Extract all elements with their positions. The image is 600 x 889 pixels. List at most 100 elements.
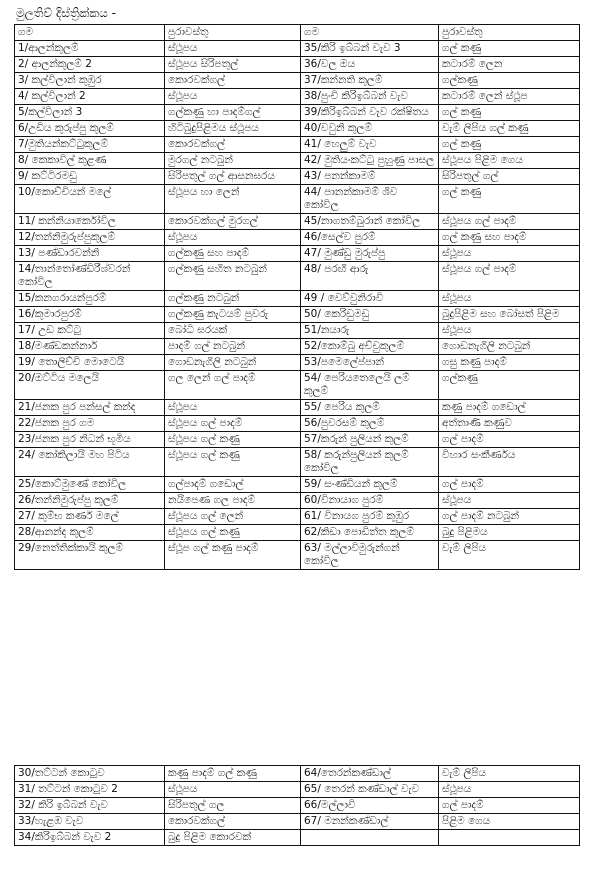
table-row: 27/ කුම්භ කර්ණ මලේ ස්ථූපය ගල් ලෙන් 61/ වින… — [14, 508, 580, 525]
village-cell: 27/ කුම්භ කර්ණ මලේ — [14, 508, 165, 525]
antiquity-cell: ගල්පාදම් ගඩොල් — [164, 476, 301, 493]
antiquity-cell: ගල්කණු — [438, 72, 580, 89]
antiquity-cell: ස්ථූපය ගල් කණු — [164, 524, 301, 541]
village-cell: 50/ කෙරිඩුමඩු — [300, 306, 439, 323]
table-row: 22/ජනක පුර ගම ස්ථූපය ගල් පාදම් 56/පුවරසම් … — [14, 415, 580, 432]
village-cell: 29/නෙත්තික්කායි කුලම් — [14, 540, 165, 570]
antiquity-cell: ගල්කණු — [438, 370, 580, 400]
antiquity-cell: ගල්කණු කැටයම් පුවරු — [164, 306, 301, 323]
table-row: 33/හැළඹ වැව කොරවක්ගල් 67/ මනන්කණ්ඩාල් පිළිම… — [14, 813, 580, 830]
antiquity-cell: හිටිබුදුපිළිමය ස්ථූපය — [164, 120, 301, 137]
table-row: 32/ කිරි ඉබ්බන් වැව සිරිපතුල් ගල 66/මල්ලාව… — [14, 797, 580, 814]
village-cell: 14/තාන්තෝණ්ඩිරීශ්වරන් කෝවිල — [14, 261, 165, 291]
antiquity-cell: ස්ථූපය සිරිපතුල් — [164, 56, 301, 73]
antiquity-cell: ගල් කණු — [438, 40, 580, 57]
village-cell: 58/ කරුන්පුලියන් කුලම් කෝවිල — [300, 447, 439, 477]
table-row: 30/තට්ටන් කොටුව කණු පාදම් ගල් කණු 64/තෙරන්… — [14, 765, 580, 782]
antiquity-cell: ස්ථූපය — [164, 399, 301, 416]
table-row: 23/ජනක පුර නිධන් භූමිය ස්ථූපය ගල් කණු 57/ක… — [14, 431, 580, 448]
antiquity-cell: සිරිපතුල් ගල් — [438, 168, 580, 185]
table-row: 25/කොට්මුණේ කෝවිල ගල්පාදම් ගඩොල් 59/ සංණ්ඩ… — [14, 476, 580, 493]
table-row: 8/ කෙකාවිල් කුළණ මුරගල් නටබුන් 42/ මුතියංක… — [14, 152, 580, 169]
antiquity-cell: කණු පාදම් ගඩොල් — [438, 399, 580, 416]
village-cell: 6/උඩිය කුරුප්පු කුලම් — [14, 120, 165, 137]
antiquity-cell: කොරවක්ගල් — [164, 813, 301, 830]
village-cell: 42/ මුතියංකට්ටු පුහුණු පාසල — [300, 152, 439, 169]
antiquity-cell: සිරිපතුල් ගල — [164, 797, 301, 814]
village-cell: 13/ පණ්ඩාරවන්නි — [14, 245, 165, 262]
document-title: මුලතිව් දිස්ත්‍රික්කය - — [16, 6, 116, 20]
table-row: 19/ තොලිච්චි මොටෙයි ගොඩනැගිලි නටබුන් 53/පම… — [14, 354, 580, 371]
antiquity-cell: ගල්කණු නටබුන් — [164, 290, 301, 307]
antiquity-cell: ගොඩනැගිලි නටබුන් — [438, 338, 580, 355]
village-cell: 16/කුමාරපුරම් — [14, 306, 165, 323]
table-row: 29/නෙත්තික්කායි කුලම් ස්ථූප ගල් කණු පාදම්… — [14, 540, 580, 570]
village-cell: 15/කනගරායන්පුරම් — [14, 290, 165, 307]
table-row: 4/ කල්විලාන් 2 ස්ථූපය 38/පුංචි කිරිඉබ්බන් … — [14, 88, 580, 105]
village-cell: 52/කොම්බු අච්චුකුලම් — [300, 338, 439, 355]
table-row: 9/ කට්ටිරමඩු සිරිපතුල් ගල් ආසනඝරය 43/ පනන්… — [14, 168, 580, 185]
antiquity-cell: ස්ථූපය ගල් කණු — [164, 447, 301, 477]
table-row: 11/ කන්නියාර්කෝවිල කොරවක්ගල් මුරගල් 45/නාග… — [14, 213, 580, 230]
antiquity-cell: ගල් පාදම් — [438, 476, 580, 493]
village-cell: 33/හැළඹ වැව — [14, 813, 165, 830]
antiquity-cell: ගල්කණු හා පාදම්ගල් — [164, 104, 301, 121]
antiquity-cell: ස්ථූපය — [164, 781, 301, 798]
antiquity-cell: බුදු පිළිම කොරවක් — [164, 829, 301, 846]
village-cell: 30/තට්ටන් කොටුව — [14, 765, 165, 782]
antiquity-cell: වැම් ලිපිය ගල් කණු — [438, 120, 580, 137]
antiquity-cell: ගල් කණු සහ පාදම් — [438, 229, 580, 246]
village-cell: 55/ පෙරිය කුලම් — [300, 399, 439, 416]
village-cell: 1/ආලන්කුලම් — [14, 40, 165, 57]
antiquity-cell: විහාර සංකීර්ණය — [438, 447, 580, 477]
village-cell: 35/කිරි ඉබ්බන් වැව 3 — [300, 40, 439, 57]
antiquity-cell: අත්තාණි කණුව — [438, 415, 580, 432]
table-row: 17/ උඩ කට්ටු බෝධි ඝරයක් 51/නයාරු ස්ථූපය — [14, 322, 580, 339]
village-cell: 19/ තොලිච්චි මොටෙයි — [14, 354, 165, 371]
table-row: 14/තාන්තෝණ්ඩිරීශ්වරන් කෝවිල ගල්කණු සහිත න… — [14, 261, 580, 291]
antiquity-cell: කොරවක්ගල් මුරගල් — [164, 213, 301, 230]
village-cell: 41/ හෙලුම් වැව — [300, 136, 439, 153]
antiquity-cell: නයිපෙණ ගල පාදම් — [164, 492, 301, 509]
antiquity-cell: ස්ථූපය — [438, 245, 580, 262]
table-row: 6/උඩිය කුරුප්පු කුලම් හිටිබුදුපිළිමය ස්ථූ… — [14, 120, 580, 137]
village-cell: 54/ පෙරියතෙලෙයි ලම් කුලම් — [300, 370, 439, 400]
table-row: 18/මණ්ඩකන්නාර් පාදම් ගල් නටබුන් 52/කොම්බු … — [14, 338, 580, 355]
village-cell: 56/පුවරසම් කුලම් — [300, 415, 439, 432]
antiquities-table: ගම පුරාවස්තු ගම පුරාවස්තු 1/ආලන්කුලම් ස්ථූපය 3… — [14, 24, 580, 570]
village-cell: 51/නයාරු — [300, 322, 439, 339]
antiquity-cell: කටාරම් ලෙන — [438, 56, 580, 73]
village-cell: 28/ආනන්ද කුලම් — [14, 524, 165, 541]
village-cell: 21/ජනක පුර පන්සල් කන්ද — [14, 399, 165, 416]
village-cell: 37/කන්නති කුලම් — [300, 72, 439, 89]
antiquity-cell: ස්ථූපය ගල් ලෙන් — [164, 508, 301, 525]
village-cell: 3/ කල්විලාන් කුඹුර — [14, 72, 165, 89]
antiquity-cell: ස්ථූපය ගල් කණු — [164, 431, 301, 448]
antiquity-cell: ස්ථූපය ගල් පාදම් — [164, 415, 301, 432]
table-row: 13/ පණ්ඩාරවන්නි ගල්කණු සහ පාදම් 47/ මුණ්ඩු… — [14, 245, 580, 262]
antiquity-cell: ස්ථූපය — [438, 290, 580, 307]
table-row: 34/කිරිඉබ්බන් වැව 2 බුදු පිළිම කොරවක් — [14, 829, 580, 846]
table-row: 1/ආලන්කුලම් ස්ථූපය 35/කිරි ඉබ්බන් වැව 3 ගල්… — [14, 40, 580, 57]
village-cell: 59/ සංණ්ඩියන් කුලම් — [300, 476, 439, 493]
village-cell: 65/ තෙරන් කණ්ඩාල් වැව — [300, 781, 439, 798]
village-cell: 36/වල ඔය — [300, 56, 439, 73]
antiquity-cell — [438, 829, 580, 846]
antiquity-cell: ගල් කණු — [438, 104, 580, 121]
antiquity-cell: ස්ථූපය — [164, 229, 301, 246]
antiquity-cell: ගල්කණු සහ පාදම් — [164, 245, 301, 262]
antiquity-cell: වැම් ලිපිය — [438, 540, 580, 570]
table-row: 20/ඔට්ටිය මලෙයි ගල ලෙන් ගල් පාදම් 54/ පෙරි… — [14, 370, 580, 400]
antiquity-cell: ස්ථූපය — [438, 492, 580, 509]
antiquities-table-continued: 30/තට්ටන් කොටුව කණු පාදම් ගල් කණු 64/තෙරන්… — [14, 765, 580, 846]
table-row: 16/කුමාරපුරම් ගල්කණු කැටයම් පුවරු 50/ කෙරි… — [14, 306, 580, 323]
table-row: 15/කනගරායන්පුරම් ගල්කණු නටබුන් 49 / වෙව්වු… — [14, 290, 580, 307]
antiquity-cell: ස්ථූපය හා ලෙන් — [164, 184, 301, 214]
village-cell: 34/කිරිඉබ්බන් වැව 2 — [14, 829, 165, 846]
antiquity-cell: සිරිපතුල් ගල් ආසනඝරය — [164, 168, 301, 185]
antiquity-cell: ස්ථූප ගල් කණු පාදම් — [164, 540, 301, 570]
antiquity-cell: ගල ලෙන් ගල් පාදම් — [164, 370, 301, 400]
table-row: 26/තන්නිමුරුප්පු කුලම් නයිපෙණ ගල පාදම් 60/… — [14, 492, 580, 509]
village-cell: 26/තන්නිමුරුප්පු කුලම් — [14, 492, 165, 509]
village-cell: 48/ පරඟි ආරු — [300, 261, 439, 291]
